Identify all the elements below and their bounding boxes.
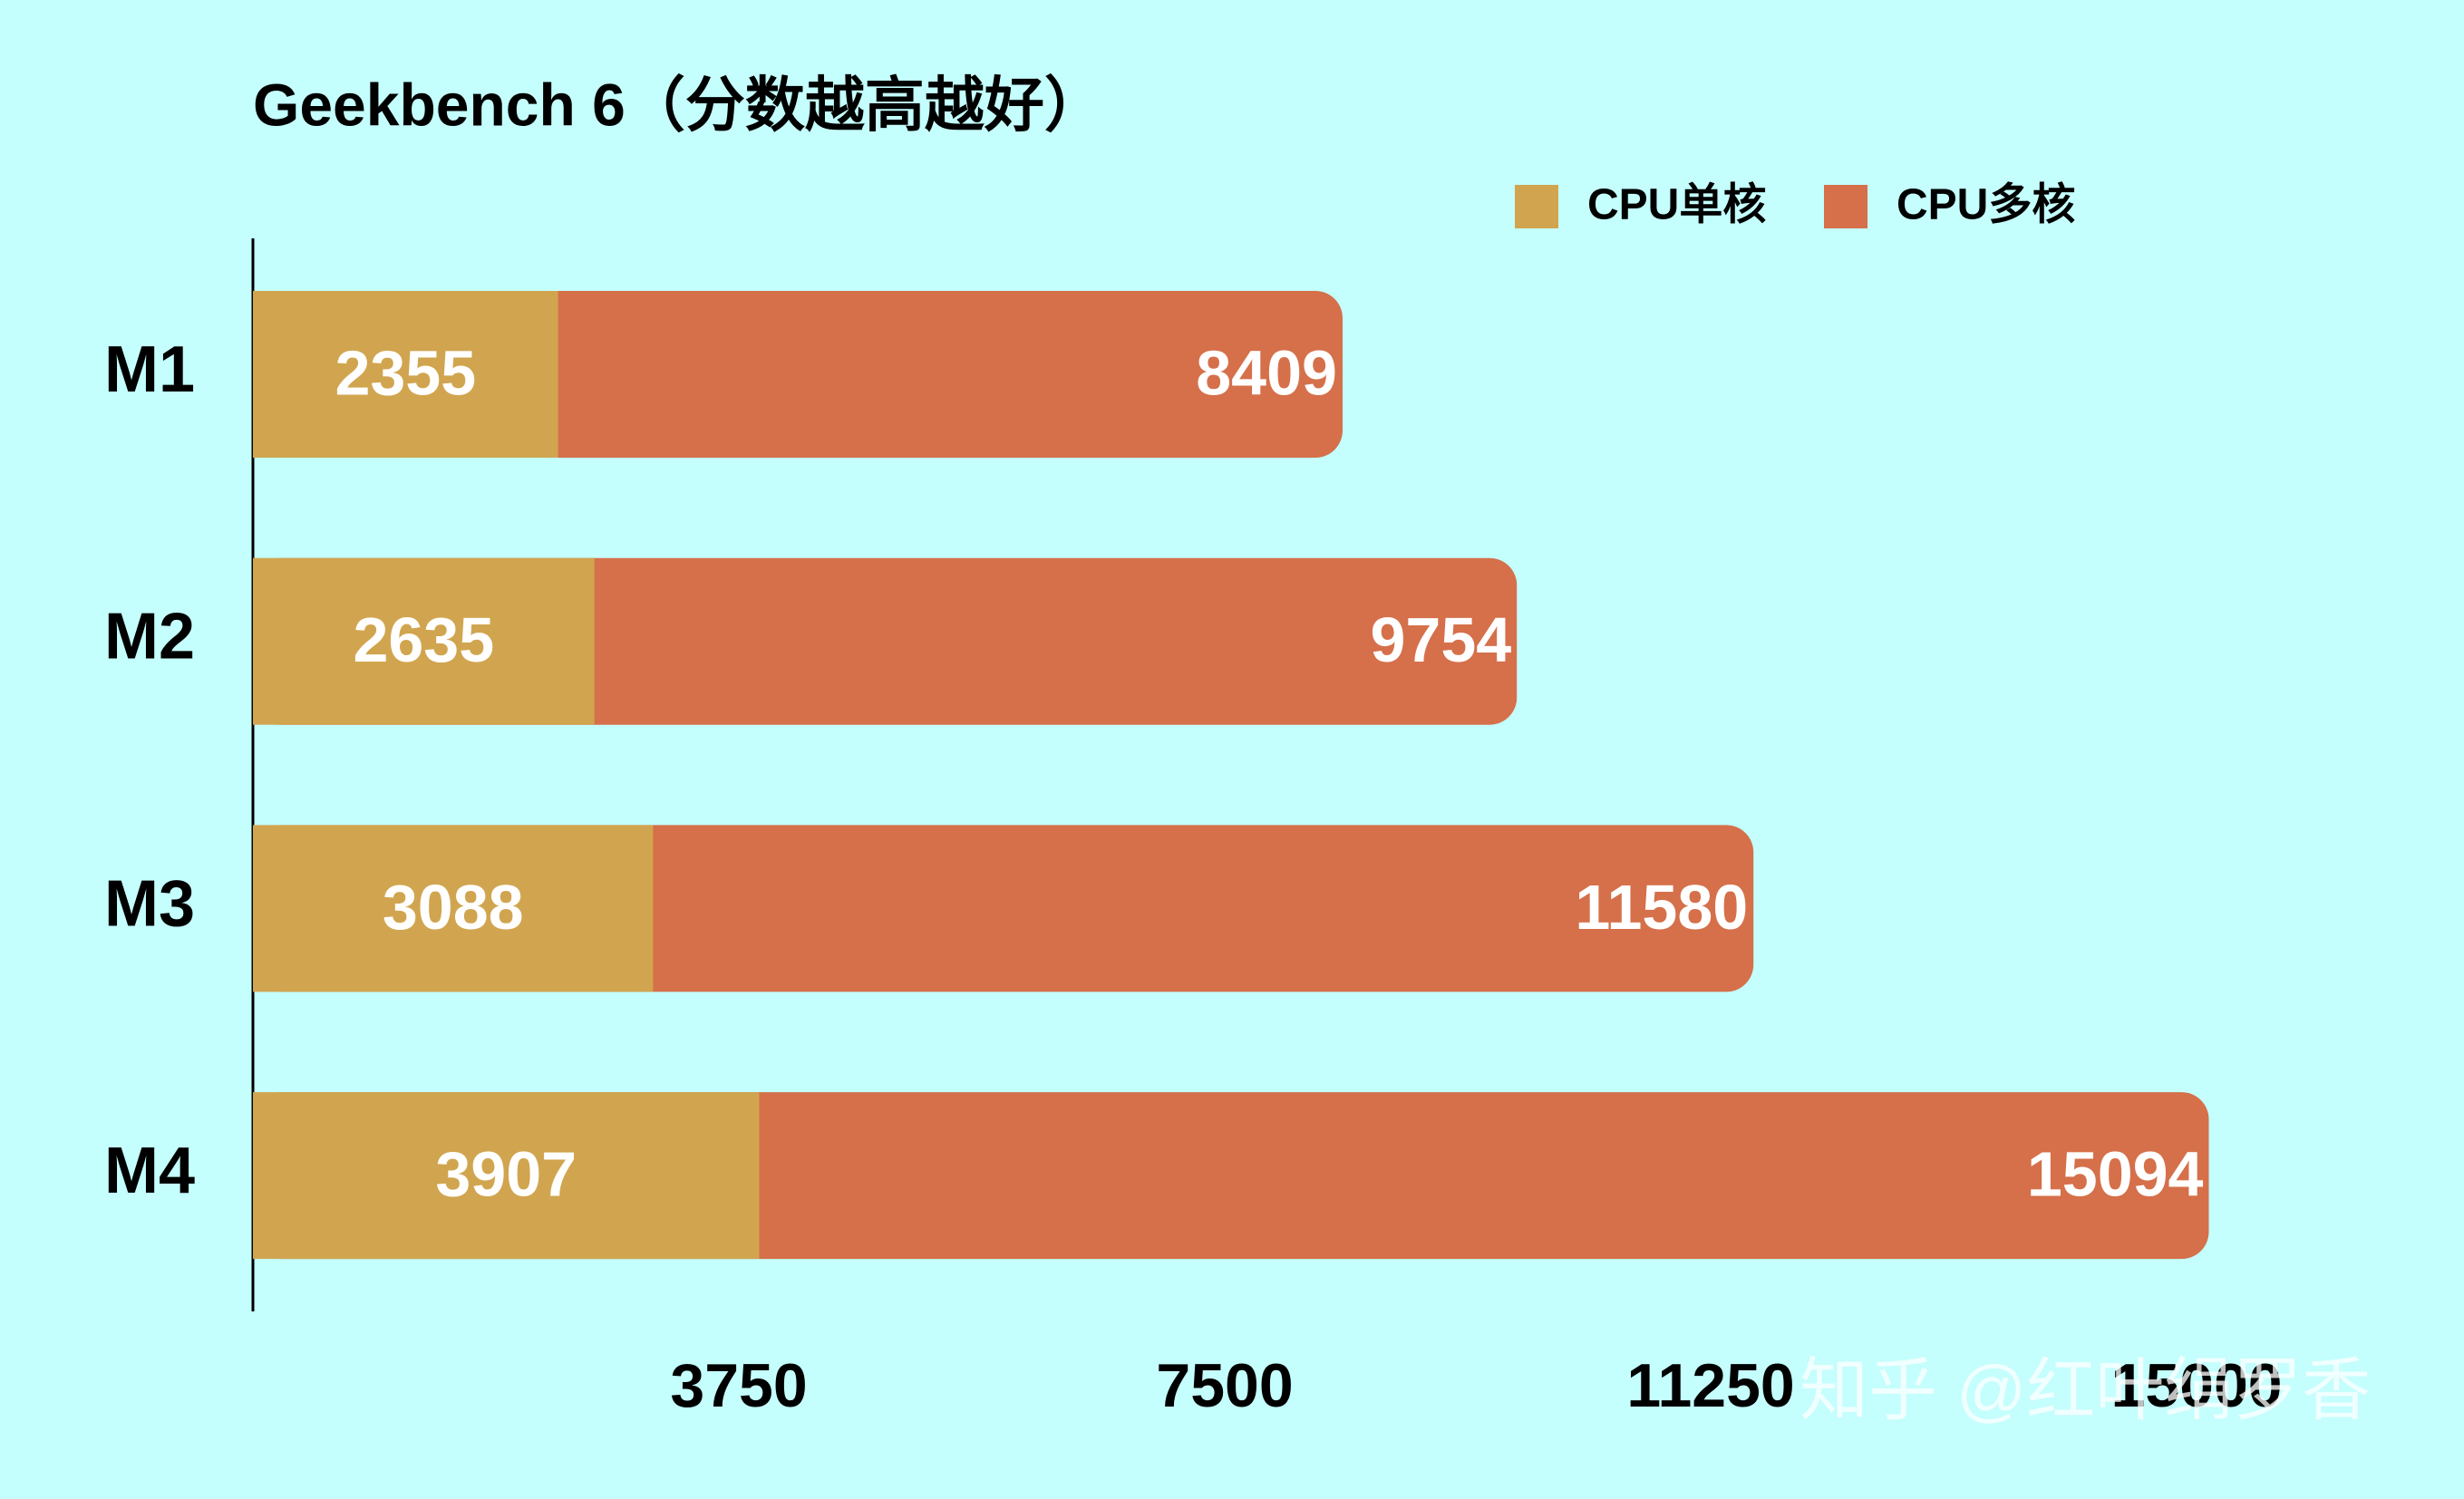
watermark: 知乎 @红叶绢罗香 (1799, 1352, 2371, 1429)
legend-swatch (1515, 185, 1558, 228)
value-label: 8409 (1196, 337, 1337, 408)
legend-swatch (1824, 185, 1867, 228)
legend-label: CPU多核 (1897, 181, 2075, 229)
x-tick-label: 7500 (1156, 1351, 1293, 1420)
x-tick-label: 3750 (670, 1351, 807, 1420)
chart-title: Geekbench 6（分数越高越好） (253, 71, 1104, 138)
x-tick-label: 15000 (2111, 1351, 2283, 1420)
category-label: M4 (104, 1135, 195, 1207)
category-label: M2 (104, 601, 195, 673)
x-tick-label: 11250 (1626, 1351, 1794, 1420)
bar-single (253, 291, 558, 458)
bar-single (253, 557, 595, 725)
category-label: M3 (104, 867, 195, 940)
legend-label: CPU单核 (1587, 181, 1766, 229)
value-label: 2355 (335, 337, 476, 408)
value-label: 3907 (435, 1139, 577, 1210)
value-label: 2635 (353, 604, 494, 675)
value-label: 3088 (383, 872, 524, 943)
bar-single (253, 1092, 760, 1260)
value-label: 9754 (1370, 604, 1511, 675)
value-label: 11580 (1575, 872, 1748, 943)
value-label: 15094 (2027, 1139, 2204, 1210)
category-label: M1 (104, 334, 195, 406)
bar-single (253, 825, 654, 992)
